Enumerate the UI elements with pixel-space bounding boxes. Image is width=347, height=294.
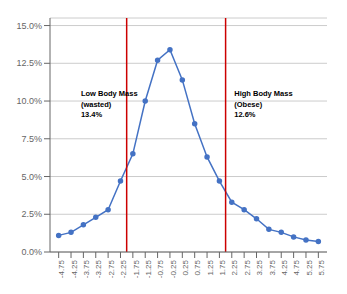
svg-text:Low Body Mass(wasted)13.4%: Low Body Mass(wasted)13.4%: [81, 89, 138, 119]
svg-text:-2.25: -2.25: [119, 259, 128, 278]
svg-text:0.75: 0.75: [193, 259, 202, 275]
svg-text:1.25: 1.25: [206, 259, 215, 275]
svg-text:10.0%: 10.0%: [16, 96, 42, 106]
svg-text:High Body Mass(Obese)12.6%: High Body Mass(Obese)12.6%: [234, 89, 292, 119]
svg-text:-2.75: -2.75: [107, 259, 116, 278]
svg-text:3.25: 3.25: [255, 259, 264, 275]
svg-text:15.0%: 15.0%: [16, 21, 42, 31]
svg-text:-1.75: -1.75: [132, 259, 141, 278]
svg-text:-1.25: -1.25: [144, 259, 153, 278]
svg-text:-4.75: -4.75: [57, 259, 66, 278]
svg-text:5.0%: 5.0%: [21, 172, 42, 182]
svg-text:-3.75: -3.75: [82, 259, 91, 278]
svg-text:1.75: 1.75: [218, 259, 227, 275]
svg-text:0.0%: 0.0%: [21, 247, 42, 257]
svg-text:7.5%: 7.5%: [21, 134, 42, 144]
svg-text:3.75: 3.75: [268, 259, 277, 275]
svg-text:2.25: 2.25: [230, 259, 239, 275]
svg-text:-0.25: -0.25: [169, 259, 178, 278]
svg-text:-3.25: -3.25: [94, 259, 103, 278]
svg-text:0.25: 0.25: [181, 259, 190, 275]
svg-text:5.25: 5.25: [305, 259, 314, 275]
svg-text:2.75: 2.75: [243, 259, 252, 275]
svg-text:5.75: 5.75: [317, 259, 326, 275]
svg-text:2.5%: 2.5%: [21, 209, 42, 219]
svg-text:-4.25: -4.25: [70, 259, 79, 278]
svg-text:12.5%: 12.5%: [16, 58, 42, 68]
svg-text:4.25: 4.25: [280, 259, 289, 275]
svg-text:4.75: 4.75: [292, 259, 301, 275]
svg-text:-0.75: -0.75: [156, 259, 165, 278]
